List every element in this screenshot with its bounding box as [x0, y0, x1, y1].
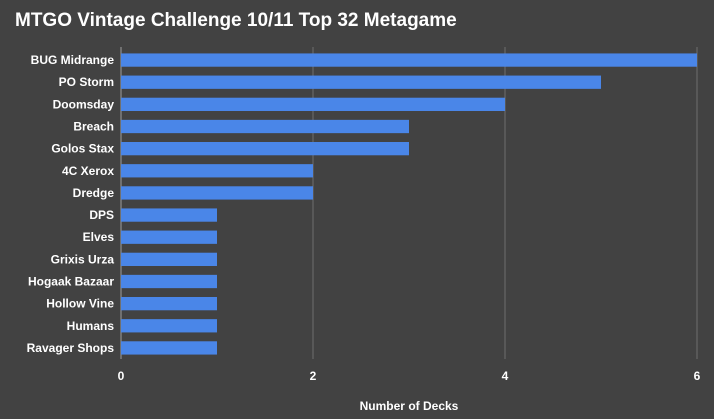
category-labels: BUG Midrange PO Storm Doomsday Breach Golos … — [27, 53, 115, 355]
category-label: Hollow Vine — [46, 297, 114, 311]
category-label: Hogaak Bazaar — [28, 275, 114, 289]
bar — [121, 274, 217, 289]
x-tick-label: 6 — [694, 369, 701, 383]
bar — [121, 297, 217, 311]
category-label: 4C Xerox — [62, 164, 114, 178]
chart-title: MTGO Vintage Challenge 10/11 Top 32 Meta… — [15, 10, 457, 31]
category-label: Ravager Shops — [27, 341, 115, 355]
category-label: Breach — [73, 120, 114, 134]
bars — [121, 53, 697, 355]
category-label: Golos Stax — [51, 142, 114, 156]
category-label: Grixis Urza — [51, 252, 115, 266]
bar — [121, 97, 505, 111]
bar — [121, 319, 217, 333]
category-label: DPS — [89, 208, 114, 222]
bar — [121, 142, 409, 156]
x-tick-label: 2 — [310, 369, 317, 383]
x-tick-label: 4 — [502, 369, 509, 383]
category-label: PO Storm — [59, 75, 114, 89]
bar — [121, 341, 217, 355]
category-label: Dredge — [73, 186, 115, 200]
gridlines — [120, 47, 698, 359]
bar — [121, 75, 601, 89]
bar — [121, 208, 217, 222]
category-label: Elves — [83, 230, 115, 244]
category-label: Doomsday — [53, 97, 115, 111]
bar — [121, 230, 217, 244]
bar — [121, 53, 697, 67]
x-tick-labels: 0 2 4 6 — [118, 369, 701, 383]
bar — [121, 119, 409, 134]
bar — [121, 186, 313, 200]
category-label: BUG Midrange — [31, 53, 115, 67]
x-tick-label: 0 — [118, 369, 125, 383]
x-axis-title: Number of Decks — [360, 399, 459, 413]
bar — [121, 164, 313, 178]
bar — [121, 252, 217, 266]
category-label: Humans — [67, 319, 115, 333]
